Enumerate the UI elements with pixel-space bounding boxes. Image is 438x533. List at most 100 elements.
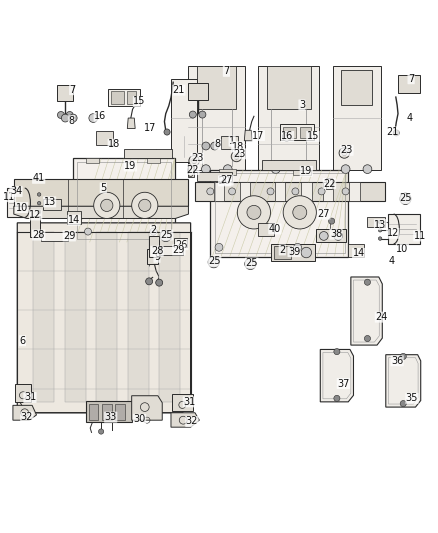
Polygon shape [348, 244, 364, 257]
Circle shape [57, 111, 64, 118]
Text: 36: 36 [391, 356, 403, 366]
Bar [215, 173, 345, 253]
Circle shape [378, 220, 382, 224]
Bar [147, 158, 160, 164]
Polygon shape [316, 229, 346, 242]
Polygon shape [326, 179, 332, 189]
Circle shape [283, 133, 291, 141]
Text: 16: 16 [282, 132, 293, 141]
Text: 7: 7 [223, 66, 230, 76]
Text: 31: 31 [183, 397, 195, 407]
Circle shape [245, 258, 256, 270]
Polygon shape [147, 249, 158, 264]
Text: 21: 21 [173, 85, 185, 95]
Bar [96, 131, 113, 145]
Polygon shape [67, 211, 81, 224]
Polygon shape [320, 350, 353, 402]
Circle shape [69, 114, 77, 122]
Polygon shape [258, 66, 319, 171]
Text: 28: 28 [32, 230, 45, 240]
Text: 12: 12 [29, 210, 42, 220]
Text: 23: 23 [191, 153, 203, 163]
Circle shape [201, 165, 210, 174]
Circle shape [364, 335, 371, 342]
Text: 32: 32 [186, 416, 198, 426]
Bar [174, 238, 187, 247]
Circle shape [297, 165, 306, 174]
Polygon shape [132, 395, 162, 420]
Circle shape [334, 349, 340, 354]
Circle shape [319, 231, 328, 240]
Polygon shape [188, 83, 208, 100]
Text: 13: 13 [374, 220, 387, 230]
Circle shape [37, 210, 41, 214]
Text: 15: 15 [307, 132, 319, 141]
Text: 17: 17 [252, 131, 265, 141]
Polygon shape [188, 66, 245, 171]
Text: 33: 33 [105, 412, 117, 422]
Polygon shape [386, 354, 421, 407]
Circle shape [342, 150, 347, 156]
Polygon shape [280, 124, 314, 140]
Text: 23: 23 [341, 146, 353, 155]
Polygon shape [73, 158, 175, 243]
Text: 5: 5 [100, 183, 106, 193]
Circle shape [283, 196, 316, 229]
Text: 19: 19 [300, 166, 312, 176]
Circle shape [400, 400, 406, 407]
Text: 13: 13 [43, 197, 56, 207]
Text: 29: 29 [173, 245, 185, 255]
Polygon shape [13, 405, 36, 420]
Text: 18: 18 [108, 139, 120, 149]
Circle shape [301, 247, 311, 258]
Bar [349, 182, 360, 201]
Polygon shape [258, 223, 274, 236]
Circle shape [364, 279, 371, 285]
Text: 24: 24 [375, 312, 388, 322]
Circle shape [189, 156, 199, 166]
Text: 31: 31 [24, 392, 36, 402]
Text: 4: 4 [407, 113, 413, 123]
Bar [301, 182, 311, 201]
Circle shape [164, 129, 170, 135]
Text: 10: 10 [15, 203, 28, 213]
Polygon shape [127, 118, 135, 128]
Text: 32: 32 [21, 412, 33, 422]
Circle shape [293, 205, 307, 220]
Text: 22: 22 [187, 165, 199, 175]
Bar [367, 217, 385, 227]
Bar [293, 169, 311, 175]
Bar [323, 182, 333, 201]
Circle shape [99, 429, 104, 434]
Bar [86, 158, 99, 164]
Polygon shape [187, 165, 194, 176]
Bar [43, 199, 60, 210]
Polygon shape [159, 231, 180, 402]
Polygon shape [244, 130, 252, 141]
Circle shape [66, 111, 73, 118]
Text: 41: 41 [32, 173, 45, 183]
Polygon shape [57, 85, 73, 101]
Circle shape [199, 111, 206, 118]
Circle shape [247, 205, 261, 220]
Polygon shape [171, 79, 197, 161]
Circle shape [292, 188, 299, 195]
Text: 11: 11 [414, 231, 426, 241]
Polygon shape [210, 169, 348, 257]
Text: 25: 25 [399, 193, 412, 204]
Text: 39: 39 [288, 247, 300, 257]
Bar [283, 127, 296, 138]
Circle shape [267, 188, 274, 195]
Circle shape [378, 229, 382, 232]
Circle shape [400, 193, 411, 205]
Circle shape [132, 192, 158, 219]
Circle shape [160, 230, 171, 241]
Bar [197, 172, 232, 181]
Circle shape [234, 154, 239, 159]
Text: 15: 15 [133, 96, 146, 107]
Bar [30, 216, 40, 237]
Bar [262, 160, 316, 169]
Text: 25: 25 [160, 230, 173, 240]
Text: 19: 19 [124, 161, 137, 171]
Circle shape [146, 278, 152, 285]
